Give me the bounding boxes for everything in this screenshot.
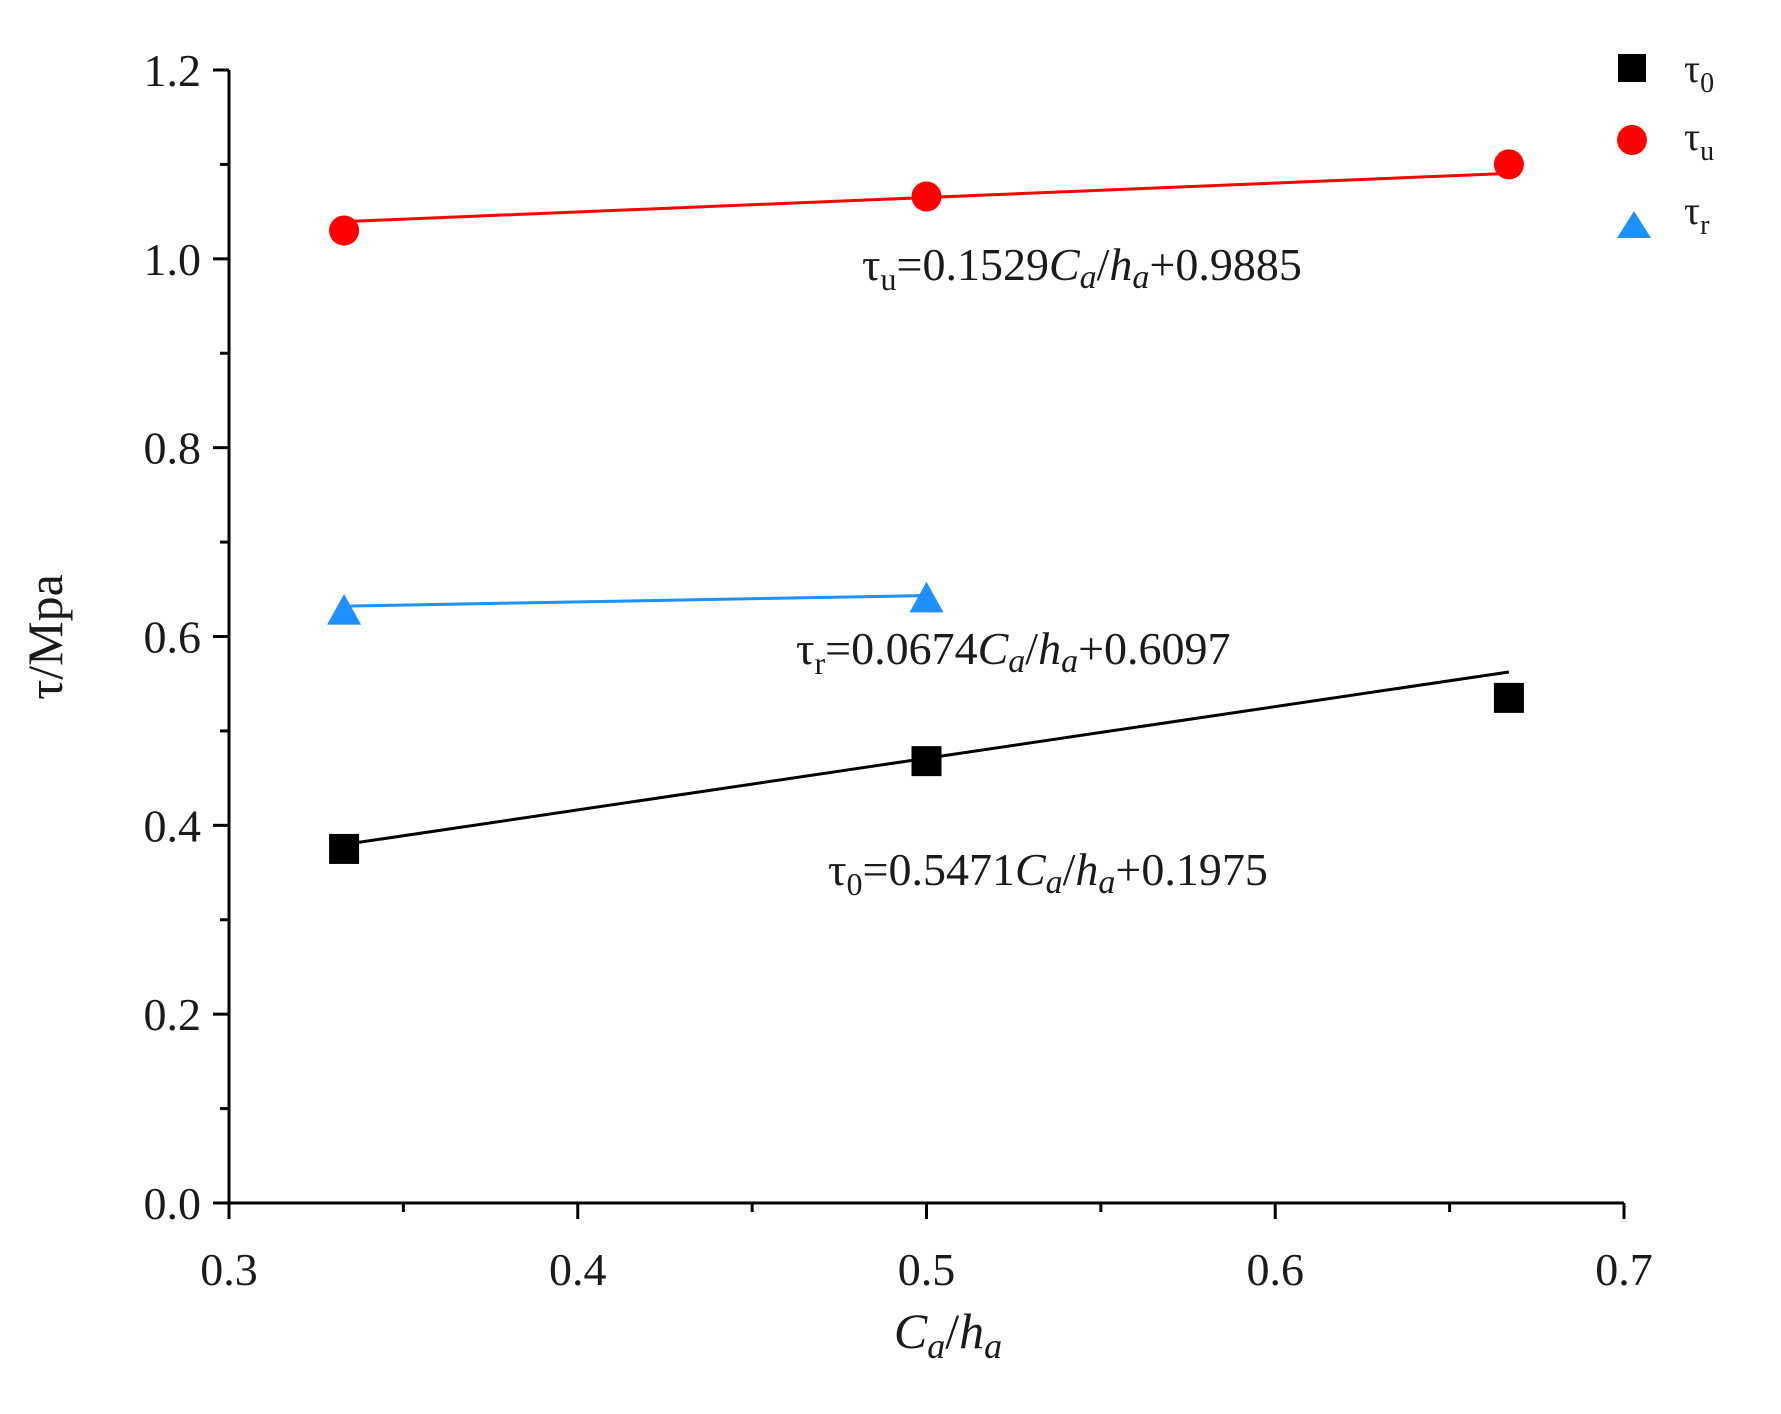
data-point-series-0 xyxy=(329,833,360,864)
data-point-series-1 xyxy=(329,215,360,246)
data-point-series-1 xyxy=(1493,149,1524,180)
x-tick-label: 0.5 xyxy=(898,1244,956,1295)
tick-labels: 0.3 0.4 0.5 0.6 0.7 0.0 0.2 0.4 0.6 0.8 1.0 1.2 xyxy=(144,45,1653,1295)
legend-label-tau-r: τr xyxy=(1684,188,1710,241)
data-points xyxy=(327,149,1524,864)
equation-tau-r: τr=0.0674Ca/ha+0.6097 xyxy=(796,623,1231,681)
x-tick-label: 0.7 xyxy=(1595,1244,1653,1295)
data-point-series-2 xyxy=(909,581,944,613)
legend: τ0 τu τr xyxy=(1617,46,1714,241)
y-tick-label: 1.2 xyxy=(144,45,202,96)
legend-label-tau0: τ0 xyxy=(1684,46,1714,99)
fit-line-series-2 xyxy=(344,594,927,608)
legend-marker-tau-r xyxy=(1617,211,1651,238)
x-tick-label: 0.6 xyxy=(1247,1244,1305,1295)
equation-tau0: τ0=0.5471Ca/ha+0.1975 xyxy=(828,844,1268,902)
data-point-series-1 xyxy=(911,181,942,212)
x-tick-label: 0.3 xyxy=(200,1244,258,1295)
fit-equations: τ0=0.5471Ca/ha+0.1975 τu=0.1529Ca/ha+0.9… xyxy=(796,239,1302,902)
legend-marker-tau-u xyxy=(1617,125,1647,155)
y-axis-title: τ/Mpa xyxy=(17,574,73,700)
equation-tau-u: τu=0.1529Ca/ha+0.9885 xyxy=(862,239,1302,297)
y-tick-label: 0.2 xyxy=(144,989,202,1040)
legend-marker-tau0 xyxy=(1618,54,1646,82)
y-tick-label: 0.4 xyxy=(144,800,202,851)
y-tick-label: 0.0 xyxy=(144,1178,202,1229)
y-tick-label: 1.0 xyxy=(144,234,202,285)
x-axis-title: Ca/ha xyxy=(894,1303,1002,1366)
legend-label-tau-u: τu xyxy=(1684,114,1714,167)
ticks xyxy=(213,68,1626,1219)
data-point-series-0 xyxy=(911,746,942,777)
y-tick-label: 0.6 xyxy=(144,612,202,663)
x-tick-label: 0.4 xyxy=(549,1244,607,1295)
y-tick-label: 0.8 xyxy=(144,423,202,474)
data-point-series-0 xyxy=(1493,682,1524,713)
data-point-series-2 xyxy=(327,594,362,625)
